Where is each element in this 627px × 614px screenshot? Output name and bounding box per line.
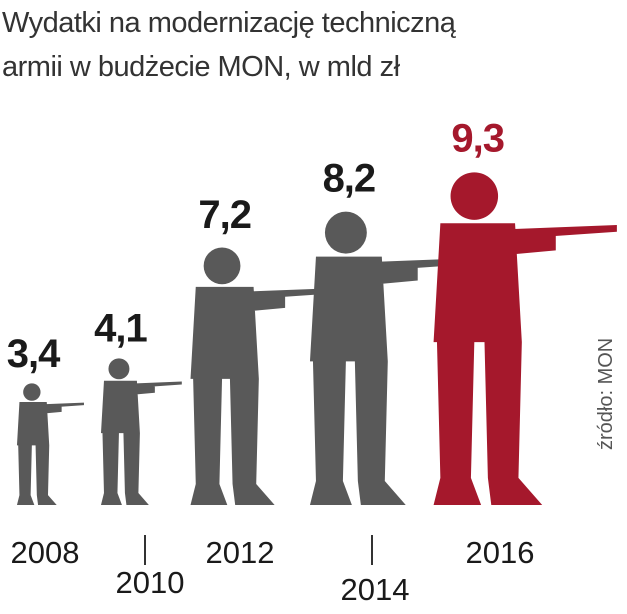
value-label: 4,1 — [94, 306, 147, 350]
year-label: 2014 — [341, 572, 410, 607]
value-label: 3,4 — [7, 332, 61, 376]
soldier — [309, 211, 472, 505]
soldier — [100, 358, 182, 505]
year-label: 2016 — [466, 535, 535, 570]
year-label: 2012 — [206, 535, 275, 570]
year-label: 2010 — [116, 565, 185, 600]
chart-title: armii w budżecie MON, w mld zł — [2, 51, 401, 83]
soldier-shape — [433, 172, 617, 506]
value-label: 9,3 — [451, 117, 504, 161]
soldier-shape — [190, 247, 333, 505]
soldier — [433, 172, 617, 506]
soldier-shape — [100, 358, 182, 505]
value-label: 7,2 — [198, 193, 251, 237]
soldier-shape — [16, 383, 84, 505]
soldier-shape — [309, 211, 472, 505]
soldier — [16, 383, 84, 505]
value-label: 8,2 — [323, 157, 376, 201]
soldier — [190, 247, 333, 505]
chart-title: Wydatki na modernizację techniczną — [2, 7, 457, 39]
year-label: 2008 — [11, 535, 80, 570]
source: źródło: MON — [595, 338, 617, 450]
